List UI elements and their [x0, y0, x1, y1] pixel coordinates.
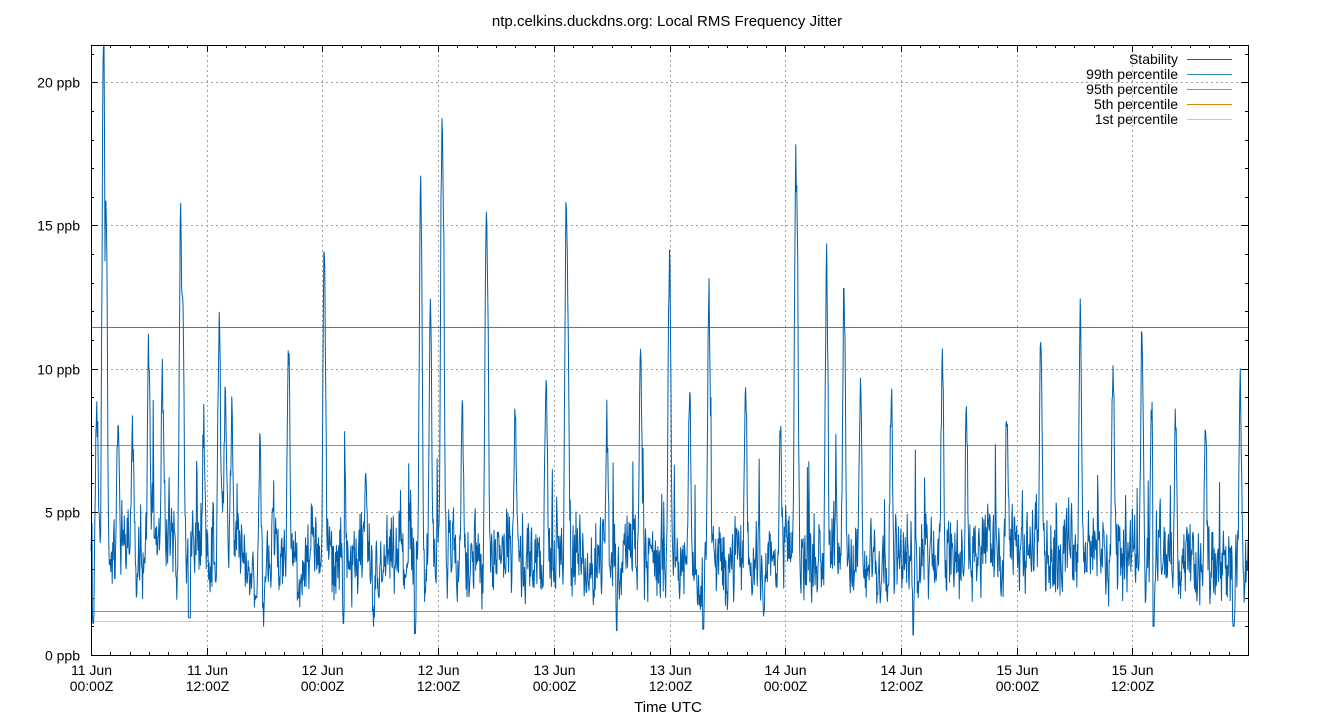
y-tick-label: 15 ppb	[37, 218, 80, 234]
x-tick-label-date: 14 Jun	[764, 662, 806, 678]
x-tick-label-time: 00:00Z	[70, 678, 114, 694]
x-tick-label-date: 15 Jun	[1111, 662, 1153, 678]
y-tick-label: 10 ppb	[37, 362, 80, 378]
x-tick-label-date: 12 Jun	[417, 662, 459, 678]
legend-label: 99th percentile	[1086, 66, 1178, 82]
legend-label: 95th percentile	[1086, 81, 1178, 97]
y-tick-label: 5 ppb	[45, 505, 80, 521]
x-tick-label-time: 12:00Z	[649, 678, 693, 694]
x-tick-label-date: 14 Jun	[880, 662, 922, 678]
x-tick-label-time: 12:00Z	[1111, 678, 1155, 694]
x-tick-label-date: 12 Jun	[301, 662, 343, 678]
y-tick-label: 0 ppb	[45, 648, 80, 664]
x-tick-label-time: 00:00Z	[533, 678, 577, 694]
x-tick-label-date: 15 Jun	[996, 662, 1038, 678]
legend-label: 1st percentile	[1095, 111, 1178, 127]
x-tick-label-time: 00:00Z	[301, 678, 345, 694]
x-tick-label-time: 12:00Z	[417, 678, 461, 694]
legend-label: Stability	[1129, 51, 1178, 67]
x-tick-label-date: 13 Jun	[533, 662, 575, 678]
x-axis-label: Time UTC	[634, 699, 702, 716]
legend-label: 5th percentile	[1094, 96, 1178, 112]
reference-lines	[91, 327, 1248, 622]
chart-title: ntp.celkins.duckdns.org: Local RMS Frequ…	[492, 13, 842, 30]
plot-border	[91, 45, 1249, 656]
x-tick-label-time: 12:00Z	[880, 678, 924, 694]
x-tick-label-time: 12:00Z	[186, 678, 230, 694]
x-tick-label-time: 00:00Z	[764, 678, 808, 694]
y-tick-label: 20 ppb	[37, 75, 80, 91]
y-axis-ticks: 0 ppb 5 ppb 10 ppb 15 ppb 20 ppb	[37, 54, 1248, 664]
x-tick-label-date: 13 Jun	[649, 662, 691, 678]
series-group	[90, 44, 1249, 636]
x-tick-label-date: 11 Jun	[187, 662, 228, 678]
x-tick-label-date: 11 Jun	[71, 662, 112, 678]
x-tick-label-time: 00:00Z	[996, 678, 1040, 694]
stability-series-line	[90, 44, 1249, 636]
